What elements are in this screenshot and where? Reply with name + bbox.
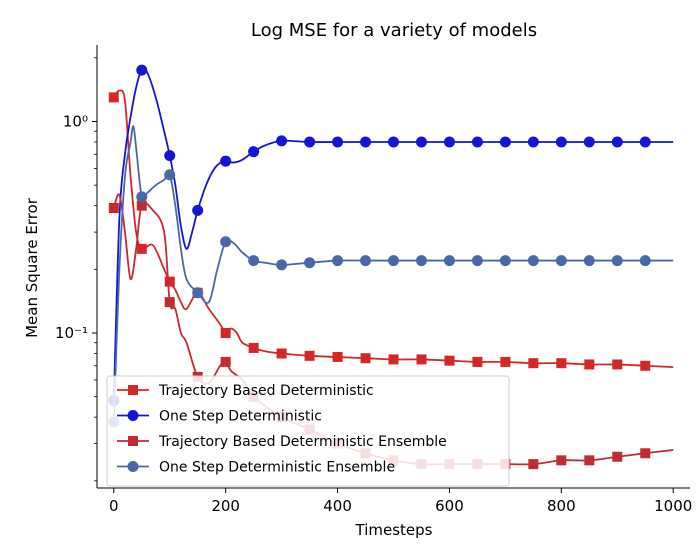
axes-layer: 0 200 400 600 800 1000 10⁰ 10⁻¹ bbox=[55, 45, 692, 515]
data-point bbox=[136, 243, 147, 254]
data-point bbox=[640, 448, 651, 459]
legend-item: Trajectory Based Deterministic Ensemble bbox=[117, 434, 447, 450]
data-point bbox=[220, 236, 232, 248]
data-point bbox=[612, 359, 623, 370]
chart-title: Log MSE for a variety of models bbox=[251, 20, 537, 41]
legend-marker bbox=[127, 410, 139, 421]
data-point bbox=[220, 356, 231, 367]
data-point bbox=[556, 358, 567, 369]
data-point bbox=[639, 255, 651, 267]
data-point bbox=[108, 202, 119, 213]
data-point bbox=[640, 360, 651, 371]
data-point bbox=[360, 136, 372, 148]
data-point bbox=[471, 136, 483, 148]
data-point bbox=[528, 459, 539, 470]
data-point bbox=[415, 255, 427, 267]
legend-label: One Step Deterministic Ensemble bbox=[159, 460, 395, 476]
x-tick-label: 400 bbox=[323, 497, 352, 515]
data-point bbox=[444, 355, 455, 366]
legend-item: One Step Deterministic Ensemble bbox=[117, 460, 395, 476]
data-point bbox=[136, 191, 148, 203]
legend-marker bbox=[127, 461, 139, 472]
data-point bbox=[220, 328, 231, 339]
x-tick-label: 800 bbox=[547, 497, 576, 515]
data-point bbox=[164, 276, 175, 287]
data-point bbox=[164, 169, 176, 181]
data-point bbox=[220, 155, 232, 167]
data-point bbox=[304, 257, 316, 269]
x-tick-label: 200 bbox=[211, 497, 240, 515]
legend-label: One Step Deterministic bbox=[159, 409, 322, 425]
data-point bbox=[276, 135, 288, 147]
data-point bbox=[556, 455, 567, 466]
data-point bbox=[499, 255, 511, 267]
data-point bbox=[136, 64, 148, 76]
legend-label: Trajectory Based Deterministic Ensemble bbox=[158, 434, 447, 450]
legend-marker bbox=[128, 385, 138, 395]
legend-label: Trajectory Based Deterministic bbox=[158, 383, 374, 399]
data-point bbox=[583, 136, 595, 148]
series-line bbox=[112, 193, 674, 466]
legend-item: One Step Deterministic bbox=[117, 409, 322, 425]
x-tick-label: 0 bbox=[109, 497, 119, 515]
data-point bbox=[360, 255, 372, 267]
data-point bbox=[276, 348, 287, 359]
data-point bbox=[416, 354, 427, 365]
data-point bbox=[248, 146, 260, 158]
legend-marker bbox=[128, 436, 138, 446]
data-point bbox=[527, 136, 539, 148]
data-point bbox=[471, 255, 483, 267]
data-point bbox=[555, 255, 567, 267]
legend-item: Trajectory Based Deterministic bbox=[117, 383, 374, 399]
legend-box bbox=[106, 375, 510, 487]
data-point bbox=[388, 354, 399, 365]
data-point bbox=[415, 136, 427, 148]
data-point bbox=[584, 359, 595, 370]
data-point bbox=[192, 204, 204, 216]
series-4 bbox=[108, 125, 674, 428]
data-point bbox=[611, 136, 623, 148]
data-point bbox=[611, 255, 623, 267]
data-point bbox=[248, 255, 260, 267]
x-tick-label: 1000 bbox=[654, 497, 692, 515]
data-point bbox=[248, 342, 259, 353]
data-point bbox=[388, 136, 399, 148]
data-point bbox=[612, 451, 623, 462]
data-point bbox=[332, 352, 343, 363]
legend: Trajectory Based Deterministic One Step D… bbox=[106, 375, 510, 487]
data-point bbox=[443, 255, 455, 267]
data-point bbox=[136, 200, 147, 211]
data-point bbox=[555, 136, 567, 148]
data-point bbox=[332, 136, 344, 148]
data-point bbox=[528, 358, 539, 369]
data-point bbox=[164, 297, 175, 308]
y-tick-label: 10⁰ bbox=[63, 113, 88, 131]
data-point bbox=[360, 353, 371, 364]
data-point bbox=[192, 287, 204, 299]
data-point bbox=[304, 350, 315, 361]
x-tick-label: 600 bbox=[435, 497, 464, 515]
data-point bbox=[639, 136, 651, 148]
data-point bbox=[443, 136, 455, 148]
data-point bbox=[499, 136, 511, 148]
data-point bbox=[472, 356, 483, 367]
data-point bbox=[584, 455, 595, 466]
y-tick-label: 10⁻¹ bbox=[55, 324, 88, 342]
data-point bbox=[388, 255, 399, 267]
y-axis-label: Mean Square Error bbox=[23, 197, 41, 338]
data-point bbox=[304, 136, 316, 148]
data-point bbox=[164, 150, 176, 162]
data-point bbox=[108, 92, 119, 103]
x-axis-label: Timesteps bbox=[355, 521, 433, 539]
data-point bbox=[583, 255, 595, 267]
data-point bbox=[500, 356, 511, 367]
data-point bbox=[332, 255, 344, 267]
data-point bbox=[276, 259, 288, 271]
data-point bbox=[527, 255, 539, 267]
